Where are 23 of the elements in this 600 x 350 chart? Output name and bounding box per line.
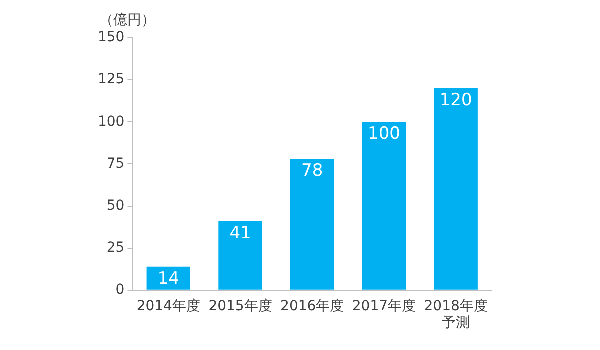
data-label: 78: [302, 161, 324, 182]
y-tick-label: 0: [116, 282, 125, 298]
data-label: 14: [158, 268, 180, 289]
x-tick-label: 2015年度: [208, 298, 272, 314]
y-tick-label: 150: [98, 30, 125, 46]
x-tick-label: 2014年度: [136, 298, 200, 314]
bar: [434, 88, 478, 290]
bar: [290, 159, 334, 290]
x-tick-label: 2018年度予測: [424, 298, 488, 332]
y-axis-title: （億円）: [100, 12, 156, 29]
y-tick-label: 100: [98, 114, 125, 130]
x-tick-label: 2016年度: [280, 298, 344, 314]
y-tick-label: 75: [106, 156, 125, 172]
data-label: 120: [440, 90, 472, 110]
bar: [362, 122, 406, 290]
data-label: 41: [230, 223, 252, 244]
y-tick-label: 25: [106, 240, 125, 256]
bar: [146, 266, 191, 290]
bar: [218, 221, 262, 290]
x-tick-label: 2017年度: [352, 298, 416, 314]
y-tick-label: 125: [98, 72, 125, 88]
y-tick-label: 50: [106, 198, 125, 214]
data-label: 100: [368, 124, 400, 144]
